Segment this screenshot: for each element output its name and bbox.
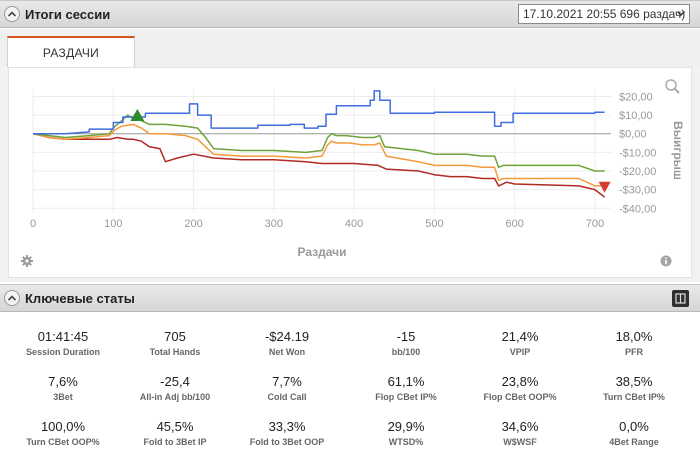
stat-flop-cbet-ip: 61,1% Flop CBet IP%: [351, 374, 461, 402]
stat-turn-cbet-ip: 38,5% Turn CBet IP%: [579, 374, 689, 402]
stat-value: -$24.19: [264, 329, 310, 344]
y-tick-label: -$10,00: [619, 147, 656, 159]
stat-value: 29,9%: [387, 419, 425, 434]
stat-value: 61,1%: [387, 374, 425, 389]
y-tick-label: $10,00: [619, 110, 653, 122]
stat-value: 705: [164, 329, 186, 344]
stat-flop-cbet-oop: 23,8% Flop CBet OOP%: [465, 374, 575, 402]
stat-pfr: 18,0% PFR: [579, 329, 689, 357]
y-tick-label: $20,00: [619, 91, 653, 103]
tab-bar: РАЗДАЧИ: [0, 29, 700, 67]
stat-label: VPIP: [509, 347, 531, 357]
y-tick-label: $0,00: [619, 129, 647, 141]
stats-panel-title: Ключевые статы: [25, 291, 135, 306]
stat-total-hands: 705 Total Hands: [120, 329, 230, 357]
stat-label: Flop CBet IP%: [375, 392, 437, 402]
x-tick-label: 0: [30, 218, 36, 230]
x-axis-label: Раздачи: [298, 245, 347, 259]
stat-fold-to-3bet-oop: 33,3% Fold to 3Bet OOP: [232, 419, 342, 447]
session-select[interactable]: 17.10.2021 20:55 696 раздач): [518, 4, 690, 24]
series-line-3: [32, 132, 606, 198]
session-select-value: 17.10.2021 20:55 696 раздач): [523, 7, 686, 21]
stat-value: 33,3%: [268, 419, 306, 434]
gear-icon[interactable]: [21, 255, 33, 267]
stat-label: Total Hands: [149, 347, 201, 357]
collapse-session-button[interactable]: [4, 6, 20, 22]
stat-label: Session Duration: [25, 347, 100, 357]
x-tick-label: 700: [586, 218, 604, 230]
stat-label: 3Bet: [53, 392, 73, 402]
chart-area: 0 100 200 300 400 500 600 700 $20,00 $10,00 $0,00 -…: [0, 67, 700, 282]
zoom-icon[interactable]: [665, 79, 680, 94]
stat-value: 7,6%: [48, 374, 78, 389]
stat-allin-adj-bb100: -25,4 All-in Adj bb/100: [120, 374, 230, 402]
stat-value: 100,0%: [40, 419, 86, 434]
x-tick-label: 500: [425, 218, 443, 230]
stat-value: 0,0%: [619, 419, 649, 434]
stat-value: 38,5%: [615, 374, 653, 389]
chevron-up-icon: [8, 11, 16, 17]
stat-value: 18,0%: [615, 329, 653, 344]
stat-label: bb/100: [391, 347, 421, 357]
stats-panel-header: Ключевые статы: [0, 284, 700, 312]
stat-label: 4Bet Range: [609, 437, 659, 447]
chevron-down-icon: [676, 10, 686, 17]
stat-value: 7,7%: [272, 374, 302, 389]
x-tick-label: 100: [104, 218, 122, 230]
stat-value: -15: [396, 329, 416, 344]
stat-3bet: 7,6% 3Bet: [8, 374, 118, 402]
stat-label: W$WSF: [503, 437, 537, 447]
stat-vpip: 21,4% VPIP: [465, 329, 575, 357]
layout-toggle-button[interactable]: [672, 290, 689, 307]
y-tick-label: -$40,00: [619, 203, 656, 215]
stat-label: Turn CBet IP%: [603, 392, 665, 402]
x-tick-label: 400: [345, 218, 363, 230]
y-axis-label: Выигрыш: [671, 121, 685, 180]
tab-hands[interactable]: РАЗДАЧИ: [7, 36, 135, 67]
stat-fold-to-3bet-ip: 45,5% Fold to 3Bet IP: [120, 419, 230, 447]
stat-value: -25,4: [160, 374, 190, 389]
stat-label: Fold to 3Bet IP: [143, 437, 207, 447]
stat-value: 23,8%: [501, 374, 539, 389]
collapse-stats-button[interactable]: [4, 290, 20, 306]
stat-bb-100: -15 bb/100: [351, 329, 461, 357]
stat-label: WTSD%: [388, 437, 424, 447]
stat-label: Fold to 3Bet OOP: [249, 437, 325, 447]
stat-label: Net Won: [268, 347, 306, 357]
stat-wtsd: 29,9% WTSD%: [351, 419, 461, 447]
session-panel-title: Итоги сессии: [25, 7, 111, 22]
stat-label: PFR: [625, 347, 643, 357]
stat-value: 34,6%: [501, 419, 539, 434]
columns-icon: [675, 293, 686, 304]
stat-net-won: -$24.19 Net Won: [232, 329, 342, 357]
stat-value: 45,5%: [156, 419, 194, 434]
x-tick-label: 200: [184, 218, 202, 230]
stat-label: Cold Call: [267, 392, 307, 402]
info-icon[interactable]: [660, 255, 672, 267]
chart-frame: 0 100 200 300 400 500 600 700 $20,00 $10,00 $0,00 -…: [8, 67, 692, 278]
chevron-up-icon: [8, 295, 16, 301]
stats-grid: 01:41:45 Session Duration 705 Total Hands …: [0, 312, 700, 456]
stat-label: Turn CBet OOP%: [26, 437, 100, 447]
series-line-1: [32, 114, 605, 172]
winnings-chart: 0 100 200 300 400 500 600 700 $20,00 $10,00 $0,00 -…: [21, 79, 685, 267]
x-tick-label: 600: [505, 218, 523, 230]
x-tick-label: 300: [265, 218, 283, 230]
y-tick-label: -$20,00: [619, 166, 656, 178]
stat-value: 01:41:45: [37, 329, 89, 344]
stat-4bet-range: 0,0% 4Bet Range: [579, 419, 689, 447]
stat-value: 21,4%: [501, 329, 539, 344]
stat-session-duration: 01:41:45 Session Duration: [8, 329, 118, 357]
session-panel-header: Итоги сессии 17.10.2021 20:55 696 раздач…: [0, 0, 700, 28]
stat-label: Flop CBet OOP%: [483, 392, 557, 402]
stat-turn-cbet-oop: 100,0% Turn CBet OOP%: [8, 419, 118, 447]
stat-wsf: 34,6% W$WSF: [465, 419, 575, 447]
stat-label: All-in Adj bb/100: [139, 392, 211, 402]
min-marker: [598, 181, 611, 193]
series-line-2: [32, 123, 605, 187]
y-tick-label: -$30,00: [619, 185, 656, 197]
stat-cold-call: 7,7% Cold Call: [232, 374, 342, 402]
max-marker: [130, 109, 145, 122]
